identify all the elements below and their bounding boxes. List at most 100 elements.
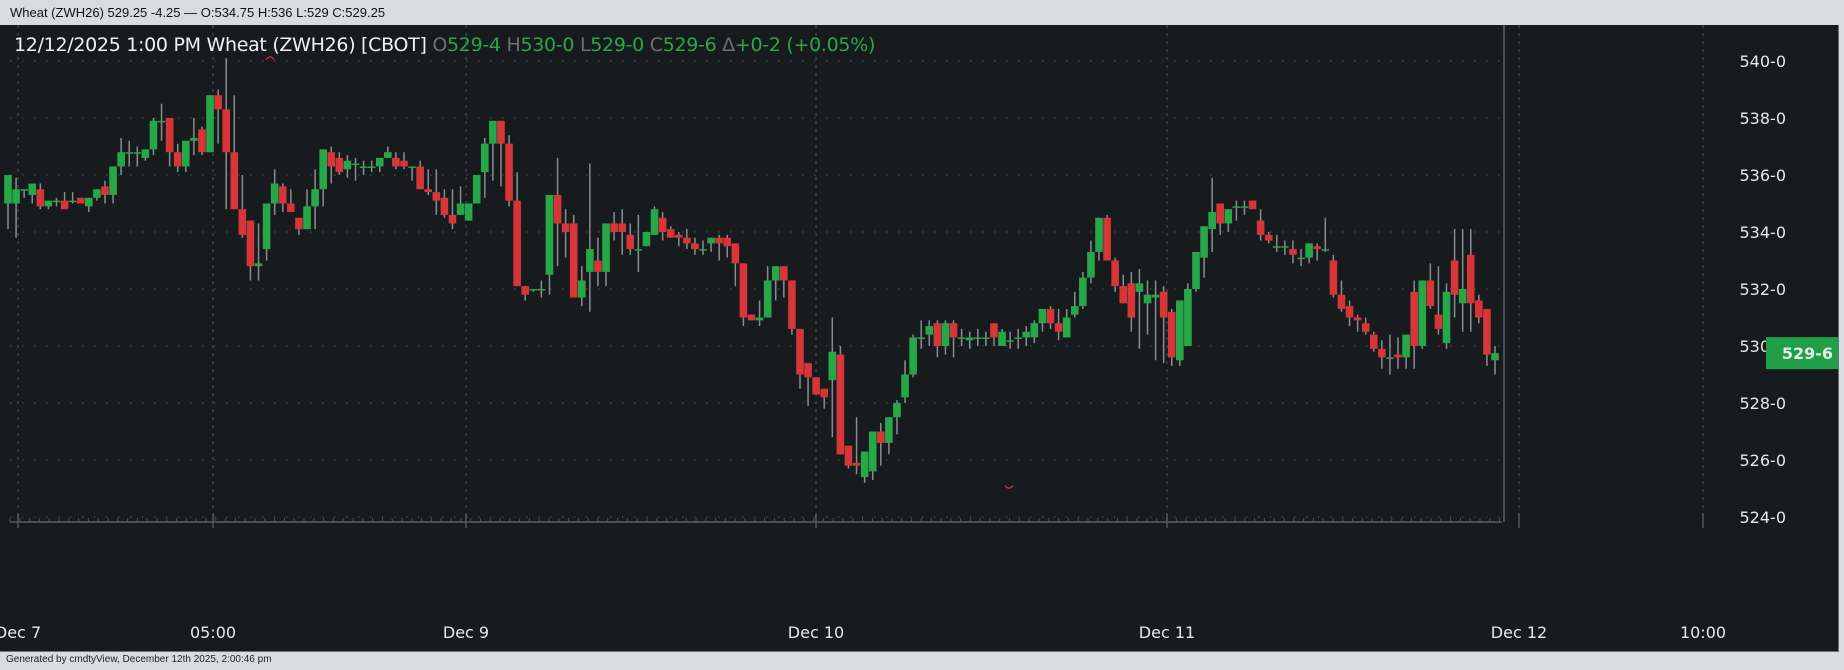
legend-low-value: 529-0 xyxy=(590,34,644,56)
candle-up xyxy=(957,337,966,339)
candle-down xyxy=(295,217,303,230)
candle-up xyxy=(1135,283,1144,292)
candle-up xyxy=(763,280,772,318)
legend-open-value: 529-4 xyxy=(447,34,501,56)
candle-up xyxy=(343,160,352,170)
legend-open-label: O xyxy=(432,34,448,56)
candle-down xyxy=(1369,334,1378,349)
candle-up xyxy=(1030,323,1039,338)
candle-down xyxy=(101,186,109,195)
candle-down xyxy=(666,229,675,238)
candle-down xyxy=(626,234,635,250)
candle-down xyxy=(691,243,699,250)
candle-up xyxy=(1087,251,1095,278)
candle-down xyxy=(198,129,206,153)
legend-instrument: Wheat (ZWH26) [CBOT] xyxy=(206,34,427,56)
candle-up xyxy=(181,140,190,167)
candle-up xyxy=(303,206,311,230)
candle-down xyxy=(1434,314,1443,329)
candle-up xyxy=(1386,357,1394,359)
candle-down xyxy=(877,431,885,443)
y-axis-tick-label: 534-0 xyxy=(1740,223,1787,242)
candle-down xyxy=(416,166,424,190)
candle-down xyxy=(505,143,513,201)
legend-low-label: L xyxy=(579,34,591,56)
candle-down xyxy=(1329,260,1338,295)
candle-up xyxy=(1321,249,1330,251)
candle-up xyxy=(375,157,384,167)
candle-down xyxy=(327,152,336,167)
candle-down xyxy=(76,197,85,204)
candle-down xyxy=(1248,200,1257,210)
legend-change-value: +0-2 (+0.05%) xyxy=(734,34,876,56)
candle-up xyxy=(489,120,497,144)
title-bar-text: Wheat (ZWH26) 529.25 -4.25 — O:534.75 H:… xyxy=(10,5,386,20)
candle-up xyxy=(1176,300,1184,361)
y-axis-tick-label: 528-0 xyxy=(1740,394,1787,413)
candle-down xyxy=(392,157,400,167)
candle-up xyxy=(125,152,134,154)
y-axis-tick-label: 526-0 xyxy=(1740,451,1787,470)
candle-down xyxy=(440,197,449,215)
candle-up xyxy=(893,403,901,418)
candle-down xyxy=(1466,254,1475,304)
candle-up xyxy=(860,451,869,478)
legend-close-label: C xyxy=(649,34,663,56)
candle-up xyxy=(359,166,368,168)
candle-up xyxy=(464,203,473,221)
candle-up xyxy=(1232,206,1241,208)
candle-down xyxy=(820,388,829,398)
x-axis-tick-label: 05:00 xyxy=(190,623,236,642)
candle-up xyxy=(1272,246,1281,248)
session-high-marker-icon xyxy=(265,56,275,61)
candle-down xyxy=(432,192,441,201)
candle-down xyxy=(731,243,740,264)
candle-up xyxy=(52,200,61,203)
candle-up xyxy=(537,289,546,291)
candle-up xyxy=(1062,317,1071,338)
candle-up xyxy=(133,152,142,154)
candle-up xyxy=(1442,291,1451,344)
candle-up xyxy=(901,374,909,398)
candle-down xyxy=(173,152,182,167)
candle-up xyxy=(1305,243,1313,258)
candle-down xyxy=(1111,260,1119,287)
candle-down xyxy=(214,95,222,110)
candle-down xyxy=(553,194,562,224)
candle-up xyxy=(998,331,1006,346)
candle-up xyxy=(4,175,12,204)
candle-down xyxy=(1378,348,1386,358)
candle-down xyxy=(165,118,174,153)
x-axis-tick-label: Dec 9 xyxy=(443,623,489,642)
candle-up xyxy=(1281,246,1289,248)
candle-up xyxy=(642,232,651,247)
candle-down xyxy=(852,462,861,466)
candle-up xyxy=(93,189,101,198)
candle-up xyxy=(1038,308,1047,324)
candle-down xyxy=(949,323,958,338)
candle-up xyxy=(85,197,93,207)
candle-down xyxy=(1119,286,1128,304)
candle-down xyxy=(1289,249,1297,255)
candle-down xyxy=(448,214,457,224)
candle-down xyxy=(739,263,748,318)
candle-down xyxy=(683,237,691,244)
candle-down xyxy=(1256,220,1265,235)
candle-down xyxy=(287,203,295,213)
candle-up xyxy=(1143,294,1152,304)
candle-up xyxy=(909,337,917,375)
candle-down xyxy=(400,160,408,167)
candle-up xyxy=(319,149,327,190)
last-price-badge-label: 529-6 xyxy=(1782,344,1833,363)
candle-up xyxy=(586,249,594,272)
candle-down xyxy=(246,220,255,267)
candles xyxy=(4,58,1499,483)
candle-up xyxy=(206,95,214,153)
candle-down xyxy=(610,223,618,232)
candle-down xyxy=(1264,234,1273,241)
candle-down xyxy=(335,157,344,173)
candle-down xyxy=(788,280,796,329)
candle-up xyxy=(885,417,893,443)
candle-up xyxy=(1022,331,1031,338)
